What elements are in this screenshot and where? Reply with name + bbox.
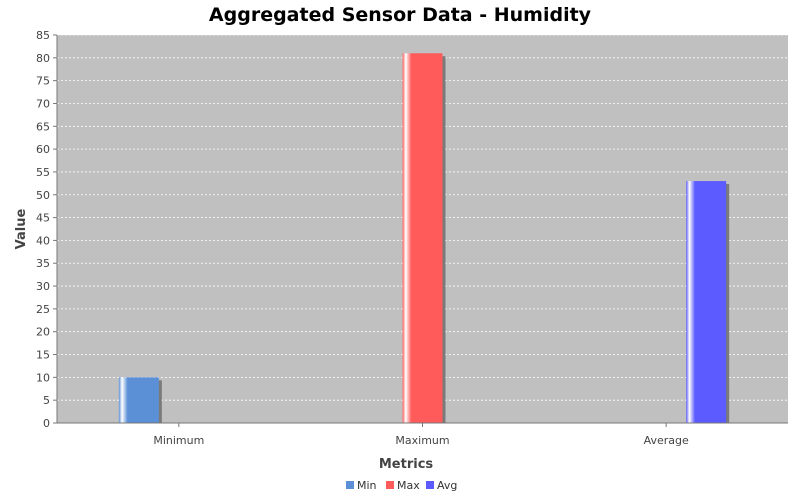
y-tick-label: 65 xyxy=(36,120,50,133)
x-tick-label: Minimum xyxy=(153,434,204,447)
y-tick-label: 20 xyxy=(36,326,50,339)
x-axis-ticks: Minimum Maximum Average xyxy=(153,423,689,447)
chart-title: Aggregated Sensor Data - Humidity xyxy=(209,4,592,26)
y-axis-label: Value xyxy=(14,208,29,249)
legend-label: Max xyxy=(397,479,420,492)
y-tick-label: 50 xyxy=(36,189,50,202)
y-tick-label: 15 xyxy=(36,349,50,362)
y-tick-label: 0 xyxy=(43,417,50,430)
y-tick-label: 40 xyxy=(36,234,50,247)
y-tick-label: 30 xyxy=(36,280,50,293)
y-tick-label: 55 xyxy=(36,166,50,179)
legend-swatch xyxy=(346,481,354,489)
legend-label: Min xyxy=(357,479,377,492)
y-axis-ticks: 0 5 10 15 20 25 30 35 40 45 50 55 60 65 70 75 80 85 xyxy=(36,29,57,430)
y-tick-label: 80 xyxy=(36,52,50,65)
y-tick-label: 25 xyxy=(36,303,50,316)
y-tick-label: 5 xyxy=(43,394,50,407)
y-tick-label: 45 xyxy=(36,212,50,225)
legend: Min Max Avg xyxy=(346,479,457,492)
y-tick-label: 85 xyxy=(36,29,50,42)
legend-label: Avg xyxy=(437,479,457,492)
y-tick-label: 75 xyxy=(36,75,50,88)
bar-avg xyxy=(686,181,727,423)
x-axis-label: Metrics xyxy=(379,457,434,472)
bar-max xyxy=(402,53,443,424)
legend-swatch xyxy=(386,481,394,489)
y-tick-label: 35 xyxy=(36,257,50,270)
x-tick-label: Average xyxy=(644,434,689,447)
bar-min xyxy=(118,377,159,423)
y-tick-label: 10 xyxy=(36,371,50,384)
y-tick-label: 70 xyxy=(36,97,50,110)
bars xyxy=(118,53,730,424)
legend-swatch xyxy=(426,481,434,489)
x-tick-label: Maximum xyxy=(395,434,449,447)
y-tick-label: 60 xyxy=(36,143,50,156)
